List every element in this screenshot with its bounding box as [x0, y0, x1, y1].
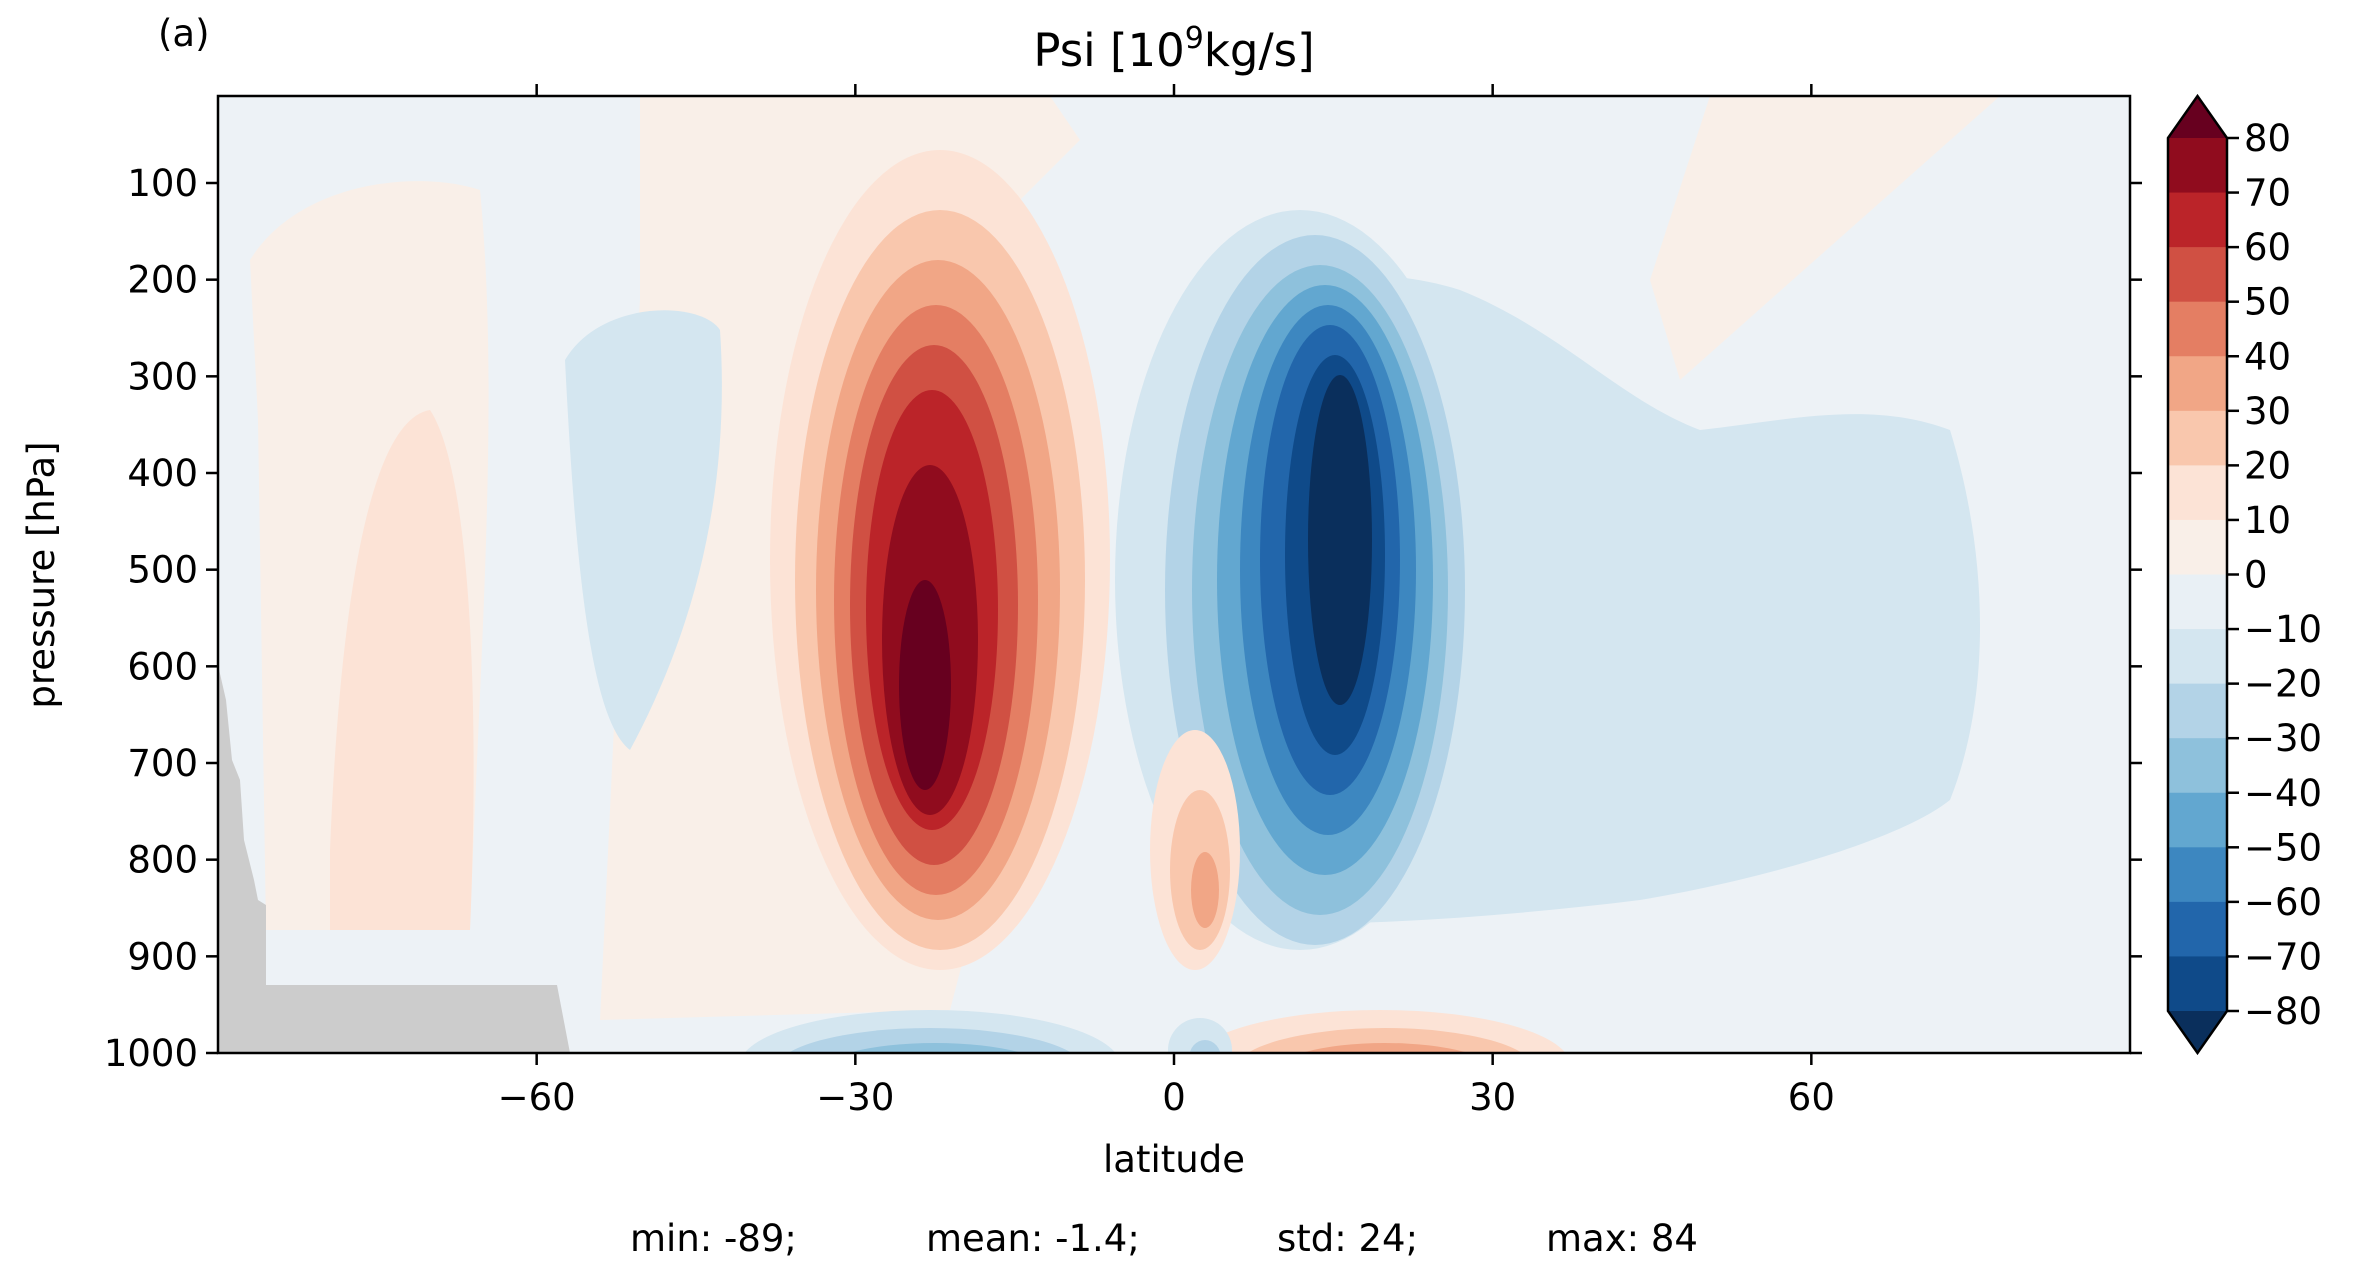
- colorbar-tick-label: −40: [2244, 772, 2322, 815]
- colorbar-tick-label: −10: [2244, 608, 2322, 651]
- chart-title-superscript: 9: [1185, 21, 1204, 56]
- surface-negative-equator: [1168, 1018, 1232, 1053]
- colorbar-tick-label: 30: [2244, 390, 2291, 433]
- axis-ticks: −60 −30 0 30 60 100 200 300 400 500 600 700 800 900 10…: [104, 84, 2142, 1119]
- colorbar-band: [2168, 519, 2227, 576]
- northern-hadley-cell: [1308, 375, 1372, 705]
- surface-negative-lobe: [847, 1043, 1023, 1053]
- y-tick-label: 400: [127, 452, 198, 495]
- surface-negative-lobe: [885, 1060, 1005, 1100]
- colorbar-band: [2168, 410, 2227, 466]
- surface-positive-lobe: [1247, 1028, 1523, 1053]
- y-tick-label: 800: [127, 839, 198, 882]
- terrain-mask: [218, 665, 570, 1053]
- colorbar-tick-label: 40: [2244, 335, 2291, 378]
- surface-positive-lobe: [1330, 1062, 1440, 1102]
- colorbar-tick-label: −50: [2244, 826, 2322, 869]
- colorbar-tick-label: −30: [2244, 717, 2322, 760]
- panel-label: (a): [158, 12, 210, 55]
- colorbar-band: [2168, 356, 2227, 412]
- colorbar-tick-label: −80: [2244, 990, 2322, 1033]
- surface-positive-lobe: [1301, 1043, 1469, 1053]
- surface-negative-lobe: [788, 1028, 1072, 1053]
- colorbar-band: [2168, 901, 2227, 958]
- colorbar-band: [2168, 574, 2227, 630]
- colorbar-extend-over: [2168, 96, 2227, 138]
- colorbar-tick-label: 60: [2244, 226, 2291, 269]
- y-tick-label: 300: [127, 355, 198, 398]
- x-tick-label: 0: [1162, 1076, 1186, 1119]
- colorbar-band: [2168, 247, 2227, 303]
- stat-max: max: 84: [1546, 1217, 1698, 1260]
- chart-title-main: Psi [10: [1033, 24, 1184, 77]
- colorbar-extend-under: [2168, 1011, 2227, 1053]
- colorbar-band: [2168, 847, 2227, 903]
- y-tick-label: 500: [127, 549, 198, 592]
- x-tick-label: −60: [498, 1076, 576, 1119]
- stat-mean: mean: -1.4;: [926, 1217, 1140, 1260]
- southern-ferrel-cell: [565, 310, 722, 750]
- equatorial-positive: [1191, 852, 1219, 928]
- y-tick-label: 100: [127, 162, 198, 205]
- colorbar-tick-label: 10: [2244, 499, 2291, 542]
- y-tick-label: 200: [127, 259, 198, 302]
- surface-positive-lobe: [1361, 1052, 1409, 1053]
- x-axis-label: latitude: [1103, 1138, 1245, 1181]
- colorbar-band: [2168, 138, 2227, 194]
- colorbar-tick-label: 70: [2244, 172, 2291, 215]
- colorbar-band: [2168, 192, 2227, 248]
- y-tick-label: 900: [127, 935, 198, 978]
- southern-polar-cell: [330, 410, 474, 930]
- stat-std: std: 24;: [1277, 1217, 1418, 1260]
- colorbar-band: [2168, 738, 2227, 794]
- colorbar: 80 70 60 50 40 30 20 10 0 −10 −20 −30 −40 −50 −60 −70 −8…: [2166, 93, 2322, 1056]
- surface-negative-equator: [1189, 1040, 1221, 1053]
- colorbar-band: [2168, 629, 2227, 685]
- y-tick-label: 1000: [104, 1032, 198, 1075]
- colorbar-tick-label: 80: [2244, 117, 2291, 160]
- colorbar-tick-label: −20: [2244, 663, 2322, 706]
- y-tick-label: 600: [127, 645, 198, 688]
- colorbar-tick-label: 0: [2244, 554, 2268, 597]
- chart-title: Psi [109kg/s]: [1033, 21, 1314, 77]
- x-tick-label: 30: [1469, 1076, 1516, 1119]
- colorbar-tick-label: −60: [2244, 881, 2322, 924]
- colorbar-band: [2168, 301, 2227, 357]
- x-tick-label: −30: [816, 1076, 894, 1119]
- x-tick-label: 60: [1788, 1076, 1835, 1119]
- colorbar-band: [2168, 465, 2227, 521]
- y-tick-label: 700: [127, 742, 198, 785]
- colorbar-tick-label: 50: [2244, 281, 2291, 324]
- southern-hadley-cell: [899, 580, 951, 790]
- stat-min: min: -89;: [630, 1217, 797, 1260]
- colorbar-band: [2168, 792, 2227, 848]
- colorbar-tick-label: −70: [2244, 935, 2322, 978]
- colorbar-band: [2168, 956, 2227, 1012]
- surface-negative-lobe: [744, 1010, 1116, 1053]
- colorbar-band: [2168, 683, 2227, 739]
- y-axis-label: pressure [hPa]: [20, 441, 63, 708]
- upper-right-positive: [1650, 96, 2000, 380]
- contour-shapes: [250, 96, 2000, 1102]
- chart-title-unit: kg/s]: [1204, 24, 1315, 77]
- colorbar-tick-label: 20: [2244, 444, 2291, 487]
- contour-field: [218, 96, 2130, 1102]
